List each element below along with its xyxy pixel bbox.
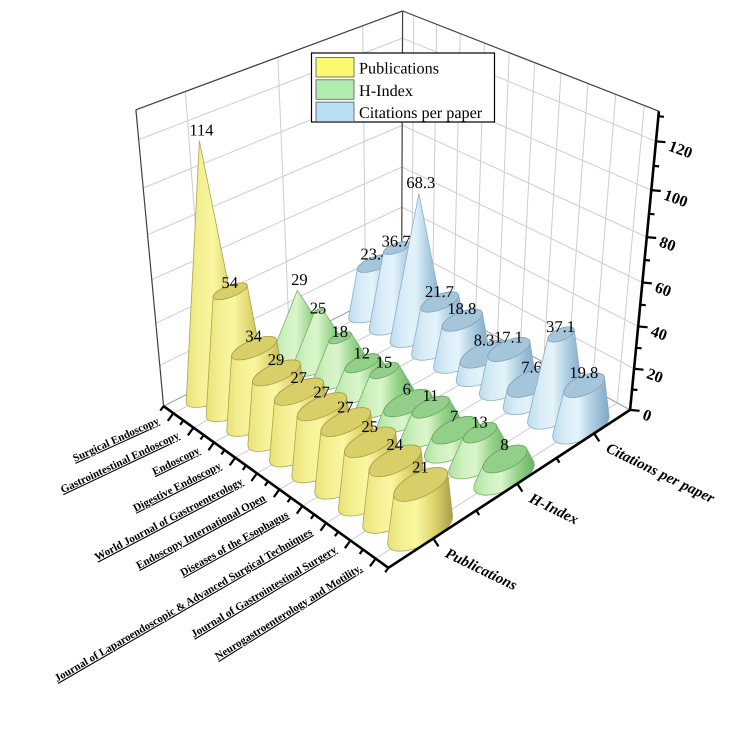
svg-text:80: 80 (657, 234, 678, 255)
svg-text:27: 27 (313, 383, 330, 402)
svg-text:11: 11 (422, 386, 438, 405)
svg-text:21.7: 21.7 (425, 282, 454, 301)
svg-text:40: 40 (648, 323, 669, 344)
svg-text:19.8: 19.8 (569, 363, 598, 382)
svg-text:12: 12 (353, 344, 370, 363)
svg-text:18.8: 18.8 (447, 299, 476, 318)
svg-text:25: 25 (361, 417, 378, 436)
svg-text:36.7: 36.7 (382, 232, 411, 251)
svg-text:68.3: 68.3 (406, 173, 435, 192)
svg-text:18: 18 (331, 322, 348, 341)
svg-text:H-Index: H-Index (359, 82, 413, 100)
svg-text:25: 25 (310, 299, 327, 318)
svg-text:54: 54 (221, 273, 238, 292)
svg-text:6: 6 (403, 379, 411, 398)
svg-text:15: 15 (376, 353, 393, 372)
svg-text:34: 34 (245, 326, 262, 345)
svg-text:13: 13 (471, 413, 488, 432)
svg-text:29: 29 (268, 350, 285, 369)
svg-text:21: 21 (412, 458, 429, 477)
svg-text:7.6: 7.6 (521, 358, 542, 377)
svg-text:17.1: 17.1 (494, 328, 523, 347)
svg-text:8.3: 8.3 (474, 330, 495, 349)
svg-text:8: 8 (500, 435, 508, 454)
svg-text:114: 114 (189, 121, 213, 140)
svg-text:24: 24 (386, 435, 403, 454)
svg-text:7: 7 (450, 407, 458, 426)
svg-text:20: 20 (644, 366, 665, 387)
svg-text:60: 60 (653, 279, 674, 300)
svg-text:29: 29 (291, 270, 308, 289)
svg-text:37.1: 37.1 (546, 317, 575, 336)
svg-text:27: 27 (290, 368, 307, 387)
svg-text:Citations per paper: Citations per paper (359, 104, 483, 122)
svg-text:Publications: Publications (359, 60, 439, 78)
svg-text:27: 27 (337, 398, 354, 417)
